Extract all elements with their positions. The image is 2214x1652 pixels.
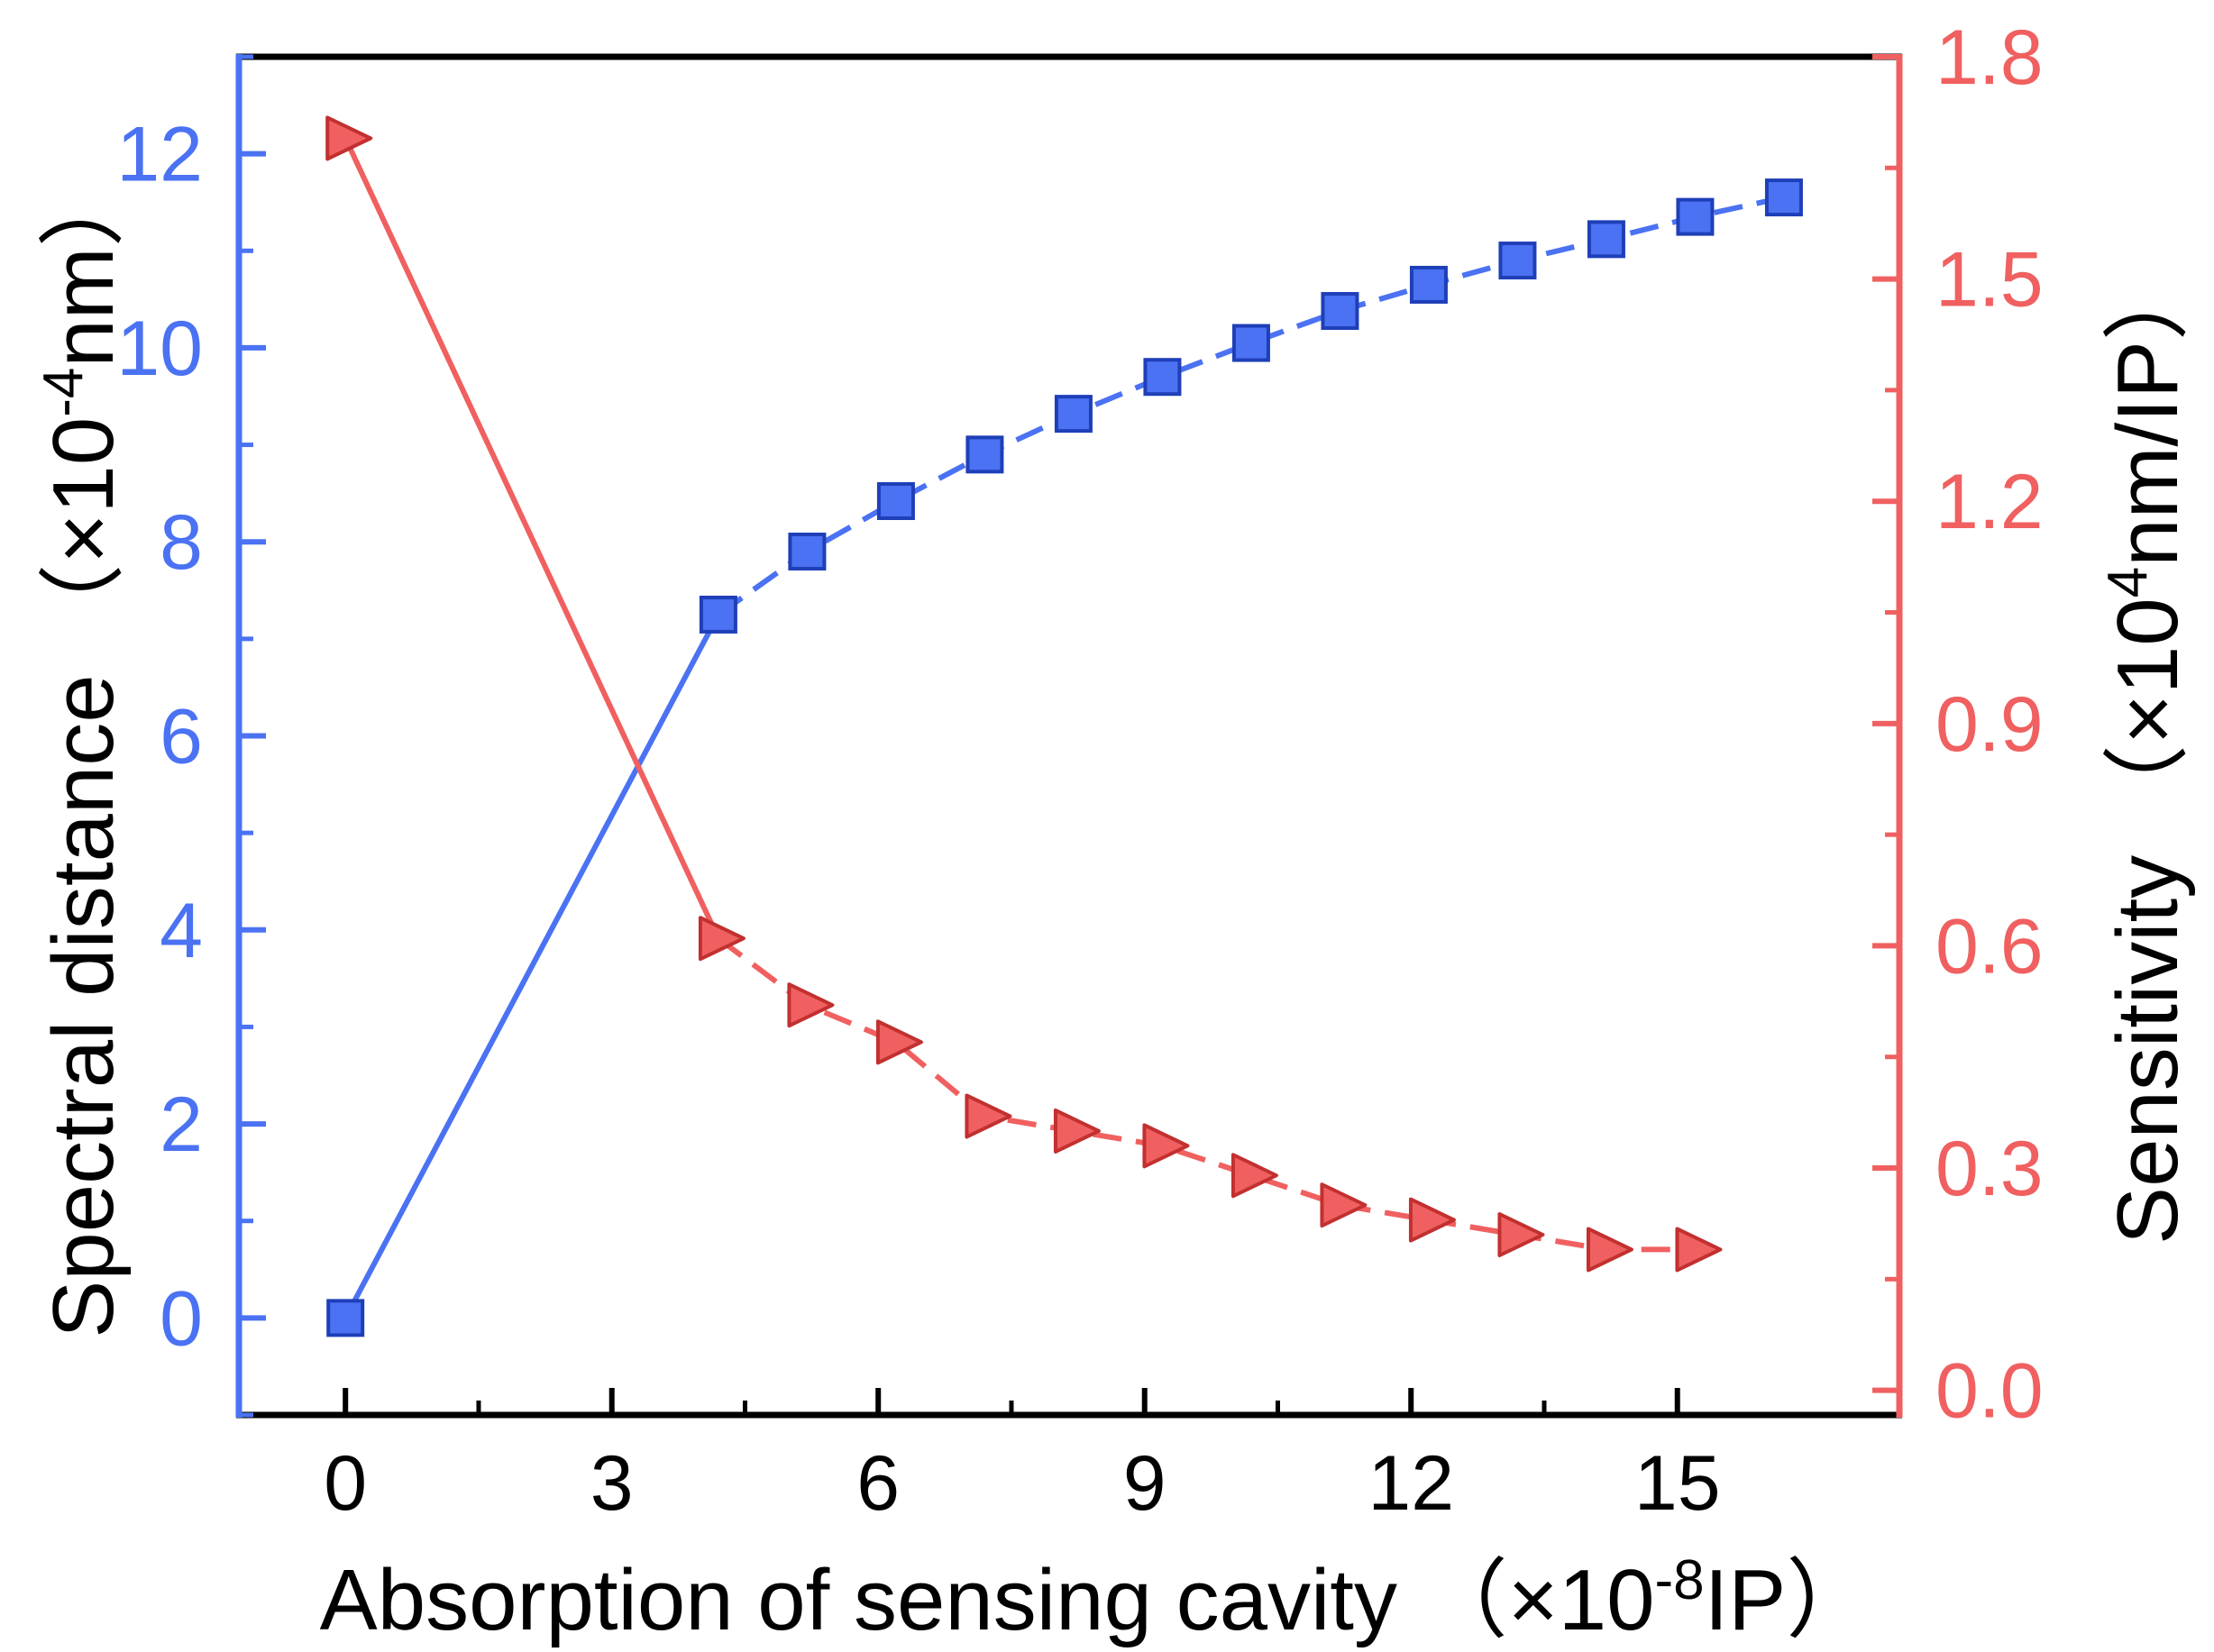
sensitivity-point — [965, 1093, 1012, 1139]
left-y-tick-label: 10 — [116, 306, 203, 392]
sensitivity-point — [1497, 1212, 1545, 1258]
spectral-distance-point — [1231, 324, 1270, 362]
spectral-distance-point — [1409, 265, 1448, 304]
spectral-distance-point — [1764, 178, 1803, 217]
sensitivity-point — [1142, 1123, 1190, 1169]
sensitivity-line-dashed — [717, 936, 1696, 1253]
series-markers — [325, 115, 1803, 1337]
spectral-distance-point — [1054, 395, 1093, 434]
sensitivity-point — [1675, 1227, 1723, 1273]
x-tick-label: 3 — [590, 1440, 634, 1527]
x-tick-label: 6 — [856, 1440, 900, 1527]
sensitivity-point — [875, 1019, 923, 1065]
left-y-tick-label: 8 — [160, 499, 203, 586]
left-y-tick-label: 4 — [160, 888, 203, 974]
right-y-tick-label: 0.0 — [1935, 1348, 2044, 1435]
sensitivity-point — [1320, 1182, 1368, 1228]
left-y-axis-title: Spectral distance （×10-4nm） — [32, 160, 132, 1337]
sensitivity-point — [787, 982, 835, 1028]
spectral-distance-point — [876, 482, 915, 521]
spectral-distance-point — [965, 435, 1004, 474]
sensitivity-point — [1586, 1227, 1633, 1273]
spectral-distance-line-solid — [343, 613, 721, 1319]
x-tick-label: 0 — [324, 1440, 367, 1527]
x-tick-label: 15 — [1634, 1440, 1721, 1527]
tick-labels: 0 3 6 9 12 15 0 2 4 6 8 10 12 0.0 0.3 0.6 0.9 1.2 1.5 1.8 — [116, 14, 2043, 1527]
sensitivity-point — [325, 115, 373, 161]
left-y-tick-label: 2 — [160, 1082, 203, 1168]
spectral-distance-point — [1498, 242, 1537, 280]
sensitivity-point — [698, 916, 746, 962]
sensitivity-point — [1231, 1153, 1278, 1199]
spectral-distance-point — [1587, 220, 1625, 259]
spectral-distance-point — [326, 1299, 365, 1337]
right-y-tick-label: 0.9 — [1935, 681, 2044, 768]
sensitivity-point — [1053, 1108, 1101, 1154]
right-y-tick-label: 1.5 — [1935, 237, 2044, 324]
right-y-tick-label: 0.6 — [1935, 903, 2044, 990]
left-y-tick-label: 6 — [160, 694, 203, 780]
spectral-distance-point — [1143, 358, 1182, 397]
sensitivity-line-solid — [343, 137, 721, 940]
x-tick-label: 9 — [1123, 1440, 1166, 1527]
spectral-distance-point — [699, 595, 737, 634]
left-y-tick-label: 0 — [160, 1275, 203, 1362]
right-y-tick-label: 0.3 — [1935, 1126, 2044, 1212]
ticks — [239, 54, 1899, 1418]
spectral-distance-point — [1321, 292, 1359, 331]
spectral-distance-point — [788, 532, 827, 570]
right-y-tick-label: 1.8 — [1935, 14, 2044, 101]
left-y-tick-label: 12 — [116, 112, 203, 198]
sensitivity-point — [1408, 1197, 1456, 1243]
right-y-axis-title: Sensitivity （×104nm/IP） — [2097, 254, 2196, 1245]
x-axis-title: Absorption of sensing cavity （×10-8IP） — [320, 1549, 1873, 1648]
axes — [235, 53, 1903, 1419]
right-y-tick-label: 1.2 — [1935, 459, 2044, 545]
x-tick-label: 12 — [1368, 1440, 1454, 1527]
spectral-distance-line-dashed — [717, 195, 1785, 617]
spectral-distance-point — [1676, 197, 1715, 236]
